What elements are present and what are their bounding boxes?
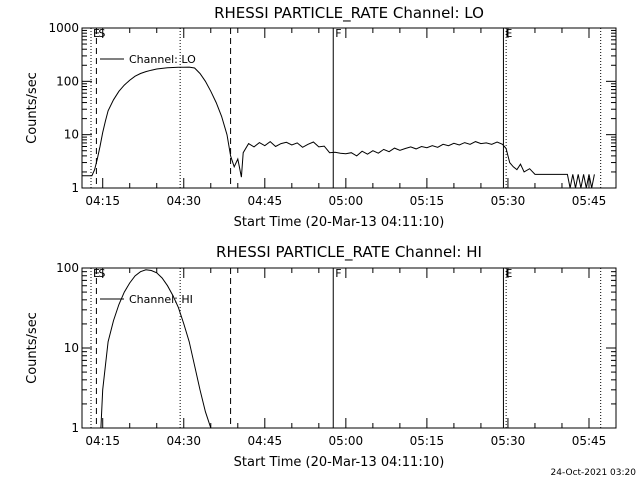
x-tick-label: 04:45 xyxy=(248,194,283,208)
y-axis-label: Counts/sec xyxy=(25,312,40,384)
x-tick-label: 04:30 xyxy=(166,434,201,448)
x-tick-label: 05:45 xyxy=(572,194,607,208)
series-line xyxy=(100,269,212,429)
event-marker-label: E xyxy=(505,27,512,40)
y-axis-label: Counts/sec xyxy=(25,72,40,144)
event-marker-label: S xyxy=(98,267,105,280)
x-tick-label: 05:30 xyxy=(491,194,526,208)
chart-title: RHESSI PARTICLE_RATE Channel: HI xyxy=(216,243,482,262)
hi-channel-panel: RHESSI PARTICLE_RATE Channel: HI 1 10 100 04… xyxy=(25,243,617,470)
y-tick-label: 1 xyxy=(71,181,79,195)
plot-frame xyxy=(81,267,617,429)
plot-frame xyxy=(81,27,617,189)
event-marker-label: F xyxy=(335,267,341,280)
x-tick-label: 05:30 xyxy=(491,434,526,448)
event-marker-label: S xyxy=(98,27,105,40)
legend-label: Channel: HI xyxy=(129,293,193,306)
y-tick-label: 100 xyxy=(56,261,79,275)
event-marker-label: F xyxy=(335,27,341,40)
x-tick-label: 05:00 xyxy=(329,194,364,208)
x-axis-label: Start Time (20-Mar-13 04:11:10) xyxy=(234,455,445,470)
x-tick-label: 04:45 xyxy=(248,434,283,448)
event-marker-label: E xyxy=(505,267,512,280)
y-tick-label: 1 xyxy=(71,421,79,435)
series-line xyxy=(82,66,595,189)
x-tick-label: 05:15 xyxy=(410,194,445,208)
legend-label: Channel: LO xyxy=(129,53,196,66)
x-tick-label: 05:15 xyxy=(410,434,445,448)
x-axis-label: Start Time (20-Mar-13 04:11:10) xyxy=(234,215,445,230)
x-tick-label: 04:30 xyxy=(166,194,201,208)
y-tick-label: 100 xyxy=(56,74,79,88)
x-tick-label: 05:00 xyxy=(329,434,364,448)
y-tick-label: 1000 xyxy=(48,21,79,35)
x-tick-label: 05:45 xyxy=(572,434,607,448)
chart-title: RHESSI PARTICLE_RATE Channel: LO xyxy=(214,4,484,23)
x-tick-label: 04:15 xyxy=(85,194,120,208)
generation-timestamp: 24-Oct-2021 03:20 xyxy=(551,468,637,478)
y-tick-label: 10 xyxy=(64,341,79,355)
y-tick-label: 10 xyxy=(64,128,79,142)
lo-channel-panel: RHESSI PARTICLE_RATE Channel: LO 1 10 100 10… xyxy=(25,4,617,230)
x-tick-label: 04:15 xyxy=(85,434,120,448)
